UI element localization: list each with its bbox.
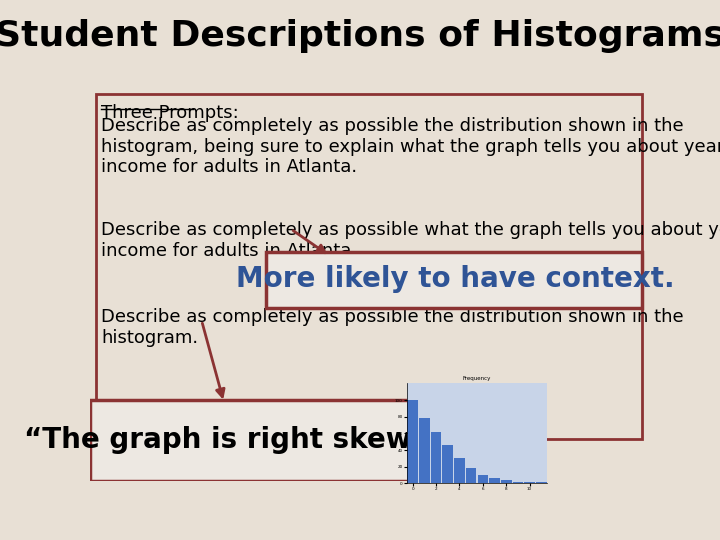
- FancyBboxPatch shape: [266, 252, 642, 308]
- Bar: [477, 475, 488, 483]
- Text: Describe as completely as possible the distribution shown in the
histogram, bein: Describe as completely as possible the d…: [101, 117, 720, 177]
- Bar: [490, 478, 500, 483]
- Bar: [454, 458, 464, 483]
- Text: Student Descriptions of Histograms: Student Descriptions of Histograms: [0, 19, 720, 53]
- FancyBboxPatch shape: [90, 400, 411, 481]
- Text: “The graph is right skewed.”: “The graph is right skewed.”: [24, 426, 480, 454]
- Bar: [431, 431, 441, 483]
- FancyBboxPatch shape: [96, 94, 642, 439]
- Text: Describe as completely as possible the distribution shown in the
histogram.: Describe as completely as possible the d…: [101, 308, 684, 347]
- Text: Describe as completely as possible what the graph tells you about yearly
income : Describe as completely as possible what …: [101, 221, 720, 260]
- Bar: [419, 418, 430, 483]
- Bar: [408, 400, 418, 483]
- Bar: [536, 482, 546, 483]
- Bar: [443, 445, 453, 483]
- Bar: [501, 480, 511, 483]
- Bar: [513, 482, 523, 483]
- Bar: [524, 482, 535, 483]
- Text: More likely to have context.: More likely to have context.: [236, 265, 675, 293]
- Bar: [466, 468, 477, 483]
- Text: Three Prompts:: Three Prompts:: [101, 104, 239, 122]
- Text: Frequency: Frequency: [463, 376, 491, 381]
